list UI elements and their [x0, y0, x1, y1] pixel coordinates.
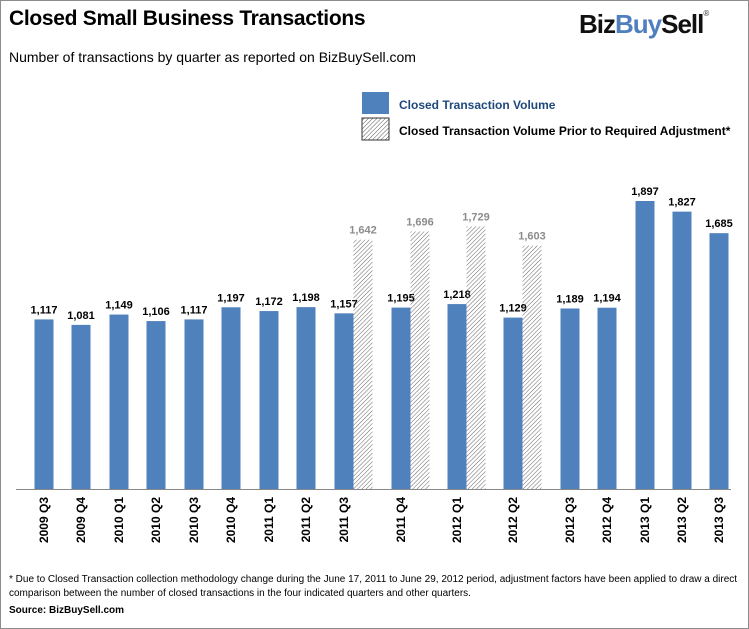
- data-label: 1,157: [330, 298, 358, 310]
- data-label: 1,117: [31, 304, 58, 316]
- data-label: 1,081: [67, 310, 95, 322]
- data-label: 1,685: [705, 218, 733, 230]
- legend-label-solid: Closed Transaction Volume: [399, 98, 556, 112]
- bar: [259, 311, 279, 489]
- legend-swatch-hatched: [361, 117, 390, 141]
- bar: [296, 307, 316, 489]
- data-label: 1,194: [593, 293, 621, 305]
- x-tick-label: 2011 Q4: [394, 497, 408, 543]
- data-label: 1,897: [631, 186, 659, 198]
- x-tick-label: 2010 Q2: [149, 497, 163, 543]
- bar: [391, 307, 411, 489]
- hatched-data-label: 1,603: [518, 231, 546, 243]
- x-tick-label: 2011 Q1: [262, 497, 276, 543]
- data-label: 1,172: [255, 296, 283, 308]
- hatched-bar: [410, 231, 430, 489]
- bar: [709, 233, 729, 489]
- x-tick-label: 2012 Q1: [450, 497, 464, 543]
- source-note: Source: BizBuySell.com: [9, 605, 125, 616]
- x-tick-label: 2013 Q1: [638, 497, 652, 543]
- bar: [672, 211, 692, 489]
- bar: [109, 314, 129, 489]
- hatched-data-label: 1,696: [406, 217, 434, 229]
- x-tick-label: 2012 Q2: [506, 497, 520, 543]
- data-label: 1,198: [292, 292, 320, 304]
- hatched-data-label: 1,729: [462, 212, 490, 224]
- bar-chart: 1,117 2009 Q3 1,081 2009 Q4 1,149 2010 Q1 1,10…: [16, 186, 733, 543]
- bar: [635, 201, 655, 489]
- data-label: 1,189: [556, 293, 584, 305]
- bar: [146, 321, 166, 489]
- hatched-data-label: 1,642: [349, 225, 377, 237]
- hatched-bar: [466, 226, 486, 489]
- hatched-bar: [353, 239, 373, 489]
- x-tick-label: 2012 Q3: [563, 497, 577, 543]
- data-label: 1,218: [443, 289, 471, 301]
- data-label: 1,129: [499, 303, 527, 315]
- x-tick-label: 2013 Q2: [675, 497, 689, 543]
- bar: [221, 307, 241, 489]
- data-label: 1,106: [142, 306, 170, 318]
- x-tick-label: 2009 Q3: [37, 497, 51, 543]
- x-tick-label: 2013 Q3: [712, 497, 726, 543]
- bar: [334, 313, 354, 489]
- x-tick-label: 2010 Q4: [224, 497, 238, 543]
- bar: [71, 324, 91, 489]
- x-tick-label: 2010 Q3: [187, 497, 201, 543]
- legend-label-hatched: Closed Transaction Volume Prior to Requi…: [399, 124, 731, 138]
- x-tick-label: 2012 Q4: [600, 497, 614, 543]
- bar: [597, 307, 617, 489]
- x-tick-label: 2010 Q1: [112, 497, 126, 543]
- x-tick-label: 2011 Q3: [337, 497, 351, 543]
- data-label: 1,197: [217, 292, 245, 304]
- data-label: 1,827: [668, 197, 696, 209]
- bar: [34, 319, 54, 489]
- bar: [184, 319, 204, 489]
- footnote: * Due to Closed Transaction collection m…: [9, 574, 738, 599]
- hatched-bar: [522, 245, 542, 489]
- chart-title: Closed Small Business Transactions: [9, 7, 366, 30]
- legend-swatch-solid: [362, 92, 389, 114]
- x-tick-label: 2011 Q2: [299, 497, 313, 543]
- bar: [560, 308, 580, 489]
- data-label: 1,195: [387, 293, 415, 305]
- data-label: 1,117: [181, 304, 208, 316]
- bar: [447, 304, 467, 489]
- bizbuysell-logo: BizBuySell®: [579, 9, 709, 39]
- chart-subtitle: Number of transactions by quarter as rep…: [9, 49, 416, 65]
- x-tick-label: 2009 Q4: [74, 497, 88, 543]
- data-label: 1,149: [105, 300, 133, 312]
- bar: [503, 317, 523, 489]
